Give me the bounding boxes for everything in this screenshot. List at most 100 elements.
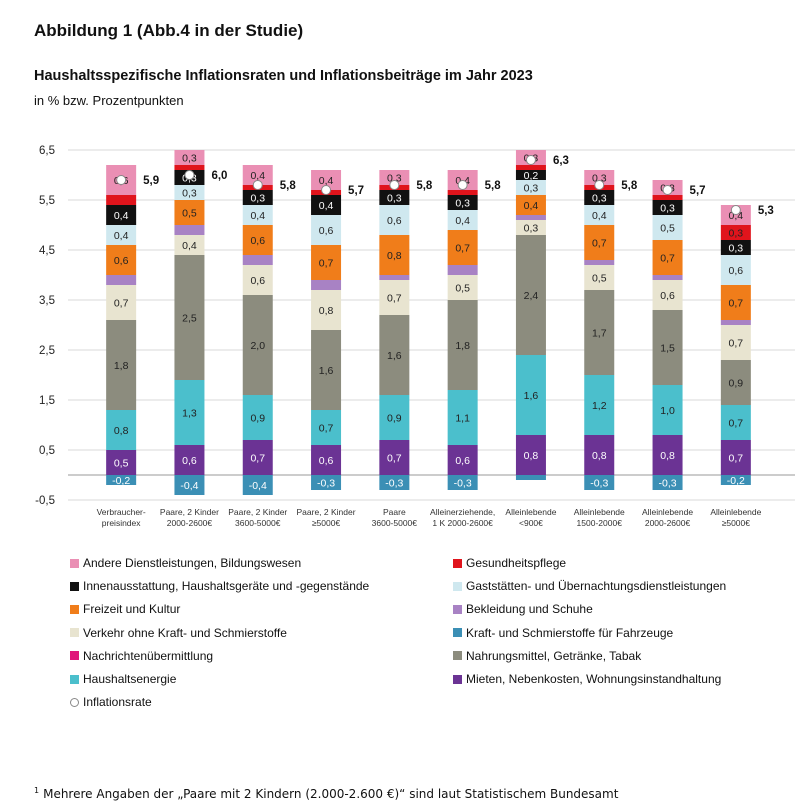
y-tick-label: 6,5 <box>39 145 55 157</box>
bar-segment <box>379 235 410 275</box>
bar-segment <box>515 435 546 475</box>
data-label: -0,2 <box>727 475 745 487</box>
data-label: 0,6 <box>250 235 265 247</box>
bar-segment <box>720 475 751 485</box>
legend-label: Nahrungsmittel, Getränke, Tabak <box>466 648 642 663</box>
legend-item: Kraft- und Schmierstoffe für Fahrzeuge <box>453 626 673 640</box>
bar-segment <box>242 295 273 395</box>
legend-label: Innenausstattung, Haushaltsgeräte und -g… <box>83 579 370 594</box>
data-label: 2,5 <box>182 313 197 325</box>
bar-segment <box>652 200 683 215</box>
bar-segment <box>447 210 478 230</box>
data-label: 0,6 <box>455 455 470 467</box>
data-label: 0,3 <box>182 153 197 165</box>
data-label: 0,7 <box>387 293 402 305</box>
bar-segment <box>242 205 273 225</box>
data-label: 0,7 <box>729 338 744 350</box>
data-label: -0,3 <box>454 478 472 490</box>
data-label: 0,3 <box>250 193 265 205</box>
data-label: 0,7 <box>729 453 744 465</box>
x-tick-label: 1500-2000€ <box>577 518 623 528</box>
data-label: 0,8 <box>114 425 129 437</box>
legend-label: Gaststätten- und Übernachtungsdienstleis… <box>466 579 727 594</box>
bar-segment <box>174 185 205 200</box>
bar-segment <box>174 380 205 445</box>
bar-segment <box>379 190 410 205</box>
bar-segment <box>720 285 751 320</box>
data-label: 0,3 <box>387 193 402 205</box>
data-label: 0,3 <box>592 193 607 205</box>
bar-segment <box>515 170 546 180</box>
data-label: 0,7 <box>592 238 607 250</box>
data-label: 0,5 <box>592 273 607 285</box>
legend-item: Andere Dienstleistungen, Bildungswesen <box>70 556 301 570</box>
inflation-rate-label: 5,3 <box>758 205 774 217</box>
data-label: 0,3 <box>455 198 470 210</box>
bar-segment <box>106 410 137 450</box>
bar-segment <box>652 310 683 385</box>
x-tick-label: Paare, 2 Kinder <box>160 507 219 517</box>
legend-swatch-icon <box>70 558 79 568</box>
bar-segment <box>584 375 615 435</box>
y-tick-label: 4,5 <box>39 245 55 257</box>
data-label: 0,8 <box>387 250 402 262</box>
inflation-rate-marker <box>457 180 468 190</box>
bar-segment <box>174 235 205 255</box>
legend-item: Nachrichtenübermittlung <box>70 649 213 663</box>
inflation-rate-label: 5,7 <box>348 185 364 197</box>
x-tick-label: 3600-5000€ <box>235 518 281 528</box>
bar-segment <box>584 205 615 225</box>
legend-item: Gaststätten- und Übernachtungsdienstleis… <box>453 579 726 593</box>
bar-segment <box>379 475 410 490</box>
stacked-bar-chart: 6,5 5,5 4,5 3,5 2,5 1,5 0,5 -0,5 -0,2 0,5 0,8 1,8 0,… <box>35 145 795 528</box>
data-label: -0,4 <box>180 480 198 492</box>
x-tick-label: 2000-2600€ <box>167 518 213 528</box>
legend-label: Andere Dienstleistungen, Bildungswesen <box>83 556 302 570</box>
bar-segment <box>515 165 546 170</box>
legend-swatch-icon <box>453 558 462 568</box>
inflation-rate-marker <box>389 180 400 190</box>
bar-segment <box>584 190 615 205</box>
bar-segment <box>106 195 137 205</box>
bar-segment <box>584 475 615 490</box>
data-label: 0,6 <box>250 275 265 287</box>
bar-segment <box>174 200 205 225</box>
bar-segment <box>447 230 478 265</box>
data-label: 1,2 <box>592 400 607 412</box>
bar-segment <box>106 320 137 410</box>
bar-segment <box>584 260 615 265</box>
legend-item: Bekleidung und Schuhe <box>453 602 593 616</box>
data-label: 0,4 <box>182 240 197 252</box>
legend-label: Verkehr ohne Kraft- und Schmierstoffe <box>83 625 287 640</box>
bar-segment <box>242 475 273 495</box>
inflation-rate-label: 5,8 <box>621 180 638 192</box>
bar-segment <box>106 475 137 485</box>
bar-segment <box>720 405 751 440</box>
data-label: 0,7 <box>729 298 744 310</box>
bar-segment <box>106 205 137 225</box>
bar-segment <box>652 435 683 475</box>
legend-label: Gesundheitspflege <box>466 556 567 570</box>
bar-segment <box>242 265 273 295</box>
data-label: 0,4 <box>319 175 334 187</box>
data-label: 0,4 <box>114 210 129 222</box>
data-label: 0,5 <box>660 223 675 235</box>
bar-segment <box>720 360 751 405</box>
data-label: 0,4 <box>524 200 539 212</box>
bar-segment <box>720 255 751 285</box>
bar-segment <box>242 190 273 205</box>
bar-segment <box>720 440 751 475</box>
data-label: 1,6 <box>387 350 402 362</box>
bar-segment <box>720 320 751 325</box>
inflation-rate-marker <box>594 180 605 190</box>
data-label: 0,9 <box>250 413 265 425</box>
data-label: -0,3 <box>317 478 335 490</box>
bar-segment <box>447 475 478 490</box>
legend-item: Nahrungsmittel, Getränke, Tabak <box>453 649 641 663</box>
inflation-rate-marker <box>321 185 332 195</box>
data-label: 2,4 <box>524 290 539 302</box>
bar-segment <box>174 475 205 495</box>
inflation-rate-marker <box>525 155 536 165</box>
data-label: 0,3 <box>182 188 197 200</box>
legend-swatch-icon <box>453 604 462 614</box>
